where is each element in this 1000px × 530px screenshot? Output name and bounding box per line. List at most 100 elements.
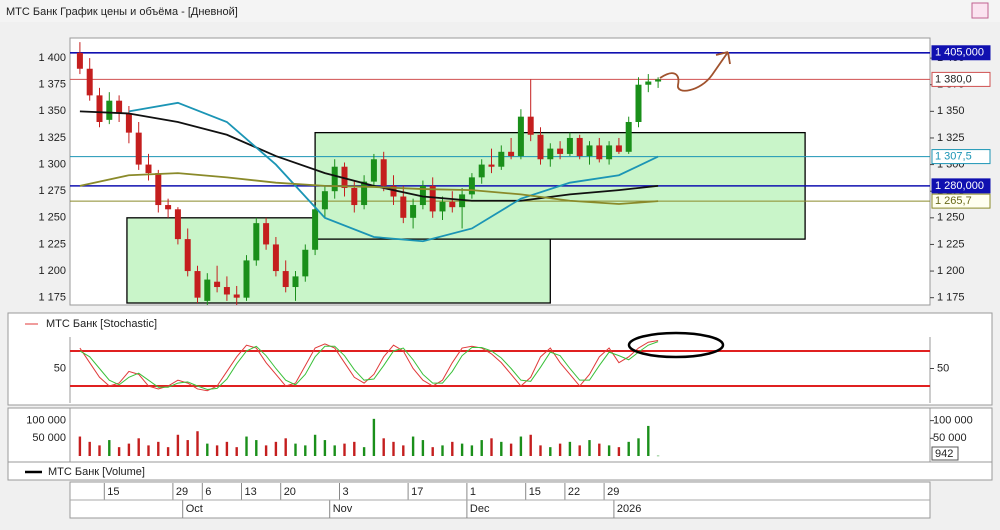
candle-body: [106, 100, 113, 120]
window-title: МТС Банк График цены и объёма - [Дневной…: [6, 6, 238, 18]
volume-bar: [431, 447, 434, 456]
candle-body: [165, 205, 172, 210]
y-tick-label: 1 400: [38, 52, 66, 64]
x-tick-label: 17: [411, 486, 423, 498]
level-label-box: [931, 178, 991, 194]
level-label-box: [931, 45, 991, 61]
candle-body: [410, 205, 417, 218]
candle-body: [449, 201, 456, 208]
volume-bar: [264, 445, 268, 456]
volume-bar: [98, 445, 101, 456]
volume-bar: [166, 447, 170, 456]
y-tick-label: 1 325: [38, 132, 66, 144]
candle-body: [635, 84, 642, 122]
candle-body: [155, 173, 162, 206]
month-label: 2026: [617, 503, 641, 515]
volume-bar: [206, 443, 209, 456]
candle-body: [498, 151, 505, 167]
month-label: Oct: [186, 503, 203, 515]
y-tick-label: 1 300: [38, 158, 66, 170]
month-label: Nov: [333, 503, 353, 515]
candle-body: [370, 159, 377, 182]
candle-body: [233, 294, 240, 298]
volume-bar: [402, 445, 405, 456]
candle-body: [135, 132, 142, 165]
last-value-box: [931, 446, 959, 461]
volume-bar: [127, 443, 131, 456]
volume-bar: [441, 445, 444, 456]
volume-bar: [323, 440, 327, 456]
y-tick-label: 1 325: [937, 132, 965, 144]
volume-bar: [519, 436, 523, 456]
x-tick-label: 20: [284, 486, 296, 498]
candle-body: [547, 148, 554, 160]
volume-bar: [196, 431, 199, 456]
candle-body: [76, 52, 83, 69]
level-label-box: [931, 149, 991, 165]
candle-body: [116, 100, 123, 114]
volume-bar: [411, 436, 415, 456]
volume-bar: [588, 440, 591, 456]
volume-bar: [539, 445, 542, 456]
volume-bar: [549, 447, 552, 456]
candle-body: [331, 166, 338, 192]
volume-bar: [78, 436, 82, 456]
volume-bar: [558, 443, 562, 456]
candle-body: [184, 239, 191, 272]
volume-bar: [255, 440, 258, 456]
candle-body: [488, 164, 495, 167]
y-tick-label: 50 000: [933, 432, 967, 444]
volume-bar: [451, 441, 454, 456]
volume-bar: [460, 443, 464, 456]
volume-bar: [382, 438, 385, 456]
volume-bar: [108, 440, 111, 456]
candle-body: [223, 287, 230, 295]
candle-body: [272, 244, 279, 272]
level-label: 1 307,5: [935, 150, 972, 162]
candle-body: [253, 223, 260, 261]
candle-body: [537, 134, 544, 160]
volume-bar: [117, 447, 121, 456]
last-value-label: 942: [935, 448, 953, 460]
candle-body: [655, 79, 662, 82]
candle-body: [645, 81, 652, 85]
level-label: 1 280,000: [935, 180, 984, 192]
y-tick-label: 100 000: [26, 415, 66, 427]
volume-bar: [509, 443, 513, 456]
candle-body: [596, 145, 603, 160]
volume-bar: [490, 438, 493, 456]
volume-bar: [157, 441, 160, 456]
y-tick-label: 50: [937, 362, 949, 374]
candle-body: [566, 137, 573, 154]
volume-bar: [137, 438, 140, 456]
volume-bar: [647, 425, 650, 456]
volume-bar: [617, 447, 621, 456]
x-tick-label: 29: [176, 486, 188, 498]
y-tick-label: 1 350: [38, 105, 66, 117]
y-tick-label: 1 275: [38, 185, 66, 197]
y-tick-label: 1 200: [937, 265, 965, 277]
candle-body: [380, 159, 387, 186]
candle-body: [145, 164, 152, 174]
candle-body: [351, 188, 358, 206]
candle-body: [282, 271, 289, 288]
volume-bar: [470, 445, 474, 456]
volume-bar: [235, 447, 238, 456]
volume-bar: [88, 441, 91, 456]
panel-legend: МТС Банк [Stochastic]: [46, 318, 157, 330]
stochastic-line: [79, 339, 659, 392]
window-icon[interactable]: [971, 2, 989, 19]
y-tick-label: 1 175: [38, 292, 66, 304]
candle-body: [615, 145, 622, 152]
x-tick-label: 15: [529, 486, 541, 498]
candle-body: [508, 151, 515, 157]
candle-body: [194, 271, 201, 298]
candle-body: [390, 185, 397, 197]
x-tick-label: 29: [607, 486, 619, 498]
y-tick-label: 1 375: [38, 79, 66, 91]
x-tick-label: 13: [245, 486, 257, 498]
volume-bar: [215, 445, 219, 456]
candle-body: [419, 185, 426, 206]
candle-body: [429, 185, 436, 212]
level-label-box: [931, 71, 991, 87]
